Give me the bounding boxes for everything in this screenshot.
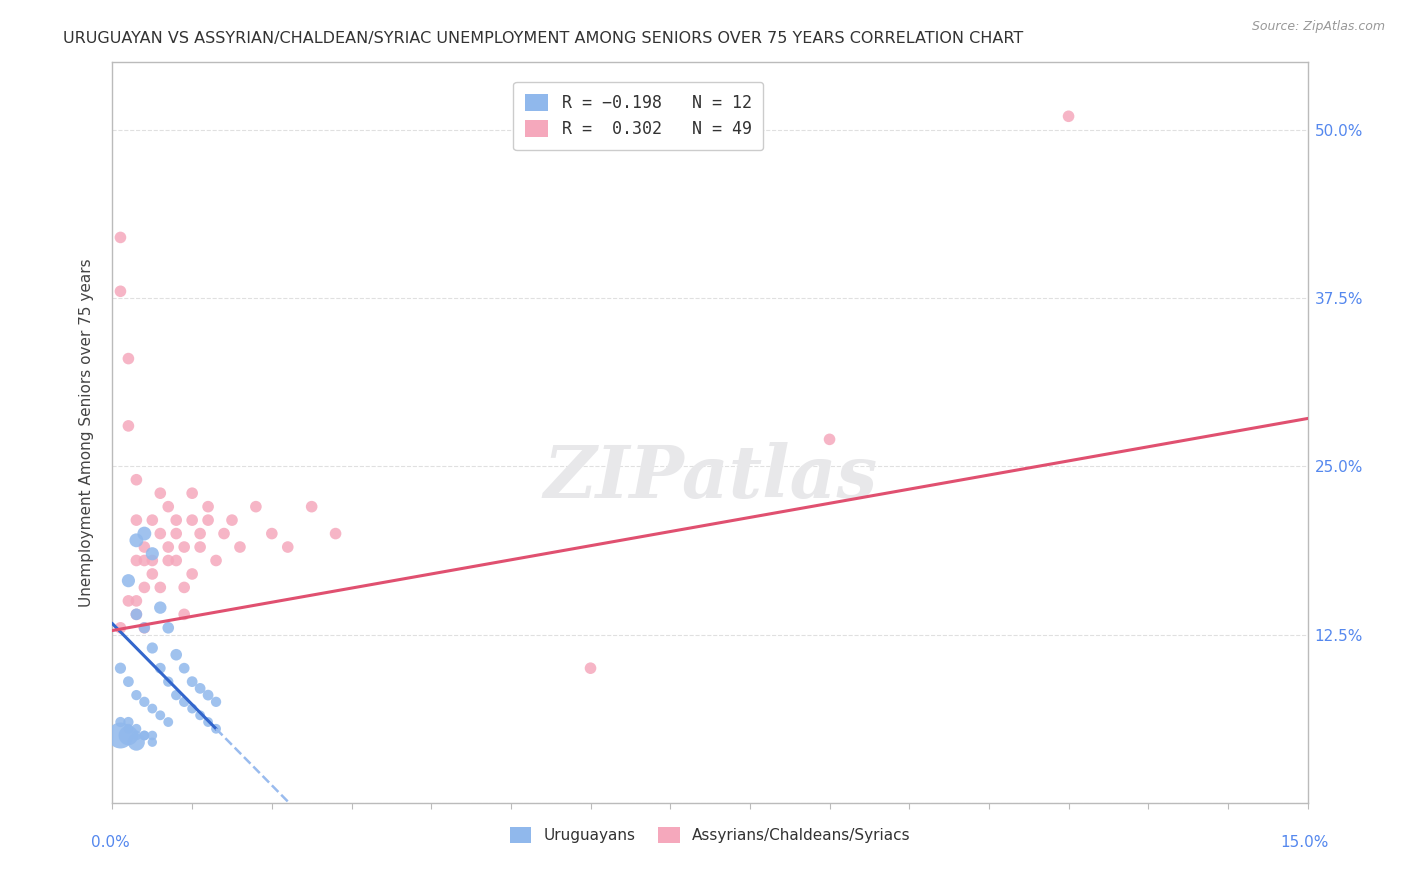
- Point: [260, 526, 283, 541]
- Point: [110, 714, 132, 729]
- Point: [117, 722, 139, 736]
- Point: [149, 526, 172, 541]
- Point: [205, 722, 228, 736]
- Point: [134, 729, 156, 743]
- Point: [117, 674, 139, 689]
- Point: [125, 553, 148, 567]
- Point: [125, 513, 148, 527]
- Point: [134, 695, 156, 709]
- Point: [117, 729, 139, 743]
- Point: [157, 714, 180, 729]
- Point: [165, 553, 187, 567]
- Point: [205, 553, 228, 567]
- Point: [165, 688, 187, 702]
- Point: [134, 621, 156, 635]
- Point: [110, 729, 132, 743]
- Point: [277, 540, 299, 554]
- Point: [181, 486, 204, 500]
- Point: [173, 661, 195, 675]
- Point: [134, 581, 156, 595]
- Point: [149, 486, 172, 500]
- Point: [125, 688, 148, 702]
- Point: [141, 553, 163, 567]
- Point: [165, 648, 187, 662]
- Point: [149, 600, 172, 615]
- Point: [229, 540, 252, 554]
- Point: [141, 701, 163, 715]
- Point: [212, 526, 235, 541]
- Point: [134, 540, 156, 554]
- Point: [188, 540, 211, 554]
- Point: [157, 500, 180, 514]
- Point: [165, 526, 187, 541]
- Point: [134, 621, 156, 635]
- Point: [117, 594, 139, 608]
- Text: ZIPatlas: ZIPatlas: [543, 442, 877, 513]
- Point: [579, 661, 602, 675]
- Point: [173, 540, 195, 554]
- Point: [157, 621, 180, 635]
- Point: [125, 607, 148, 622]
- Text: URUGUAYAN VS ASSYRIAN/CHALDEAN/SYRIAC UNEMPLOYMENT AMONG SENIORS OVER 75 YEARS C: URUGUAYAN VS ASSYRIAN/CHALDEAN/SYRIAC UN…: [63, 31, 1024, 46]
- Legend: Uruguayans, Assyrians/Chaldeans/Syriacs: Uruguayans, Assyrians/Chaldeans/Syriacs: [502, 820, 918, 851]
- Point: [141, 729, 163, 743]
- Point: [134, 553, 156, 567]
- Text: Source: ZipAtlas.com: Source: ZipAtlas.com: [1251, 20, 1385, 33]
- Point: [125, 729, 148, 743]
- Y-axis label: Unemployment Among Seniors over 75 years: Unemployment Among Seniors over 75 years: [79, 259, 94, 607]
- Point: [1057, 109, 1080, 123]
- Point: [134, 729, 156, 743]
- Point: [141, 513, 163, 527]
- Point: [149, 708, 172, 723]
- Point: [117, 574, 139, 588]
- Point: [165, 513, 187, 527]
- Point: [141, 566, 163, 581]
- Point: [181, 566, 204, 581]
- Point: [125, 473, 148, 487]
- Point: [125, 594, 148, 608]
- Point: [173, 581, 195, 595]
- Point: [188, 708, 211, 723]
- Point: [188, 681, 211, 696]
- Point: [301, 500, 323, 514]
- Point: [110, 230, 132, 244]
- Point: [157, 553, 180, 567]
- Point: [818, 433, 841, 447]
- Point: [117, 351, 139, 366]
- Point: [325, 526, 347, 541]
- Point: [197, 513, 219, 527]
- Point: [110, 661, 132, 675]
- Point: [221, 513, 243, 527]
- Point: [173, 607, 195, 622]
- Text: 15.0%: 15.0%: [1281, 836, 1329, 850]
- Point: [181, 513, 204, 527]
- Point: [125, 533, 148, 548]
- Point: [245, 500, 267, 514]
- Text: 0.0%: 0.0%: [91, 836, 131, 850]
- Point: [149, 581, 172, 595]
- Point: [157, 540, 180, 554]
- Point: [141, 735, 163, 749]
- Point: [157, 674, 180, 689]
- Point: [117, 418, 139, 433]
- Point: [188, 526, 211, 541]
- Point: [110, 285, 132, 299]
- Point: [125, 722, 148, 736]
- Point: [181, 701, 204, 715]
- Point: [125, 735, 148, 749]
- Point: [117, 714, 139, 729]
- Point: [141, 547, 163, 561]
- Point: [197, 714, 219, 729]
- Point: [173, 695, 195, 709]
- Point: [197, 500, 219, 514]
- Point: [181, 674, 204, 689]
- Point: [134, 526, 156, 541]
- Point: [110, 621, 132, 635]
- Point: [197, 688, 219, 702]
- Point: [141, 640, 163, 655]
- Point: [125, 607, 148, 622]
- Point: [205, 695, 228, 709]
- Point: [149, 661, 172, 675]
